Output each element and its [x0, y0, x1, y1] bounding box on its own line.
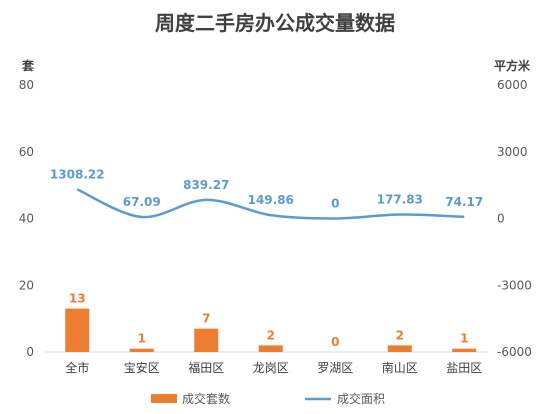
area-trend-line	[76, 188, 465, 220]
line-data-label: 1308.22	[50, 167, 105, 181]
bar-盐田区	[452, 348, 477, 352]
category-axis: 全市 宝安区 福田区 龙岗区 罗湖区 南山区 盐田区	[65, 360, 482, 375]
category-label: 龙岗区	[253, 361, 289, 375]
legend-swatch-bar	[151, 394, 177, 403]
bar-data-label: 13	[69, 292, 86, 306]
bar-data-label: 2	[267, 328, 275, 342]
left-axis-unit: 套	[21, 58, 35, 73]
bar-series: 13 1 7 2 0 2 1	[65, 292, 477, 352]
category-label: 福田区	[188, 360, 224, 375]
category-label: 宝安区	[124, 360, 160, 375]
left-tick-label: 60	[19, 145, 34, 159]
legend-label-bar: 成交套数	[182, 391, 230, 406]
legend: 成交套数 成交面积	[151, 391, 385, 406]
right-tick-label: 6000	[497, 78, 528, 92]
bar-福田区	[194, 328, 219, 352]
category-label: 全市	[65, 360, 89, 375]
bar-data-label: 1	[460, 332, 468, 346]
bar-data-label: 7	[202, 312, 210, 326]
bar-宝安区	[129, 348, 154, 352]
bar-全市	[65, 308, 90, 352]
bar-data-label: 1	[138, 332, 146, 346]
category-label: 罗湖区	[317, 360, 353, 375]
bar-南山区	[387, 345, 412, 352]
chart-title: 周度二手房办公成交量数据	[155, 11, 395, 35]
line-series: 1308.22 67.09 839.27 149.86 0 177.83 74.17	[50, 167, 483, 220]
bar-data-label: 2	[396, 328, 404, 342]
legend-label-line: 成交面积	[337, 391, 385, 406]
right-axis-unit: 平方米	[494, 58, 531, 73]
right-tick-label: -3000	[497, 278, 532, 292]
line-data-label: 177.83	[377, 193, 423, 207]
line-data-label: 74.17	[445, 195, 483, 209]
line-data-label: 839.27	[183, 178, 229, 192]
left-tick-label: 40	[19, 212, 34, 226]
category-label: 南山区	[382, 360, 418, 375]
bar-data-label: 0	[331, 335, 339, 349]
right-axis: 6000 3000 0 -3000 -6000	[497, 78, 532, 359]
category-label: 盐田区	[446, 361, 482, 375]
left-tick-label: 0	[26, 345, 34, 359]
left-tick-label: 20	[19, 278, 34, 292]
left-axis: 80 60 40 20 0	[19, 78, 34, 359]
right-tick-label: 3000	[497, 145, 528, 159]
line-data-label: 67.09	[123, 195, 161, 209]
line-data-label: 149.86	[248, 193, 294, 207]
left-tick-label: 80	[19, 78, 34, 92]
right-tick-label: 0	[497, 212, 505, 226]
bar-龙岗区	[258, 345, 283, 352]
line-data-label: 0	[331, 197, 339, 211]
right-tick-label: -6000	[497, 345, 532, 359]
